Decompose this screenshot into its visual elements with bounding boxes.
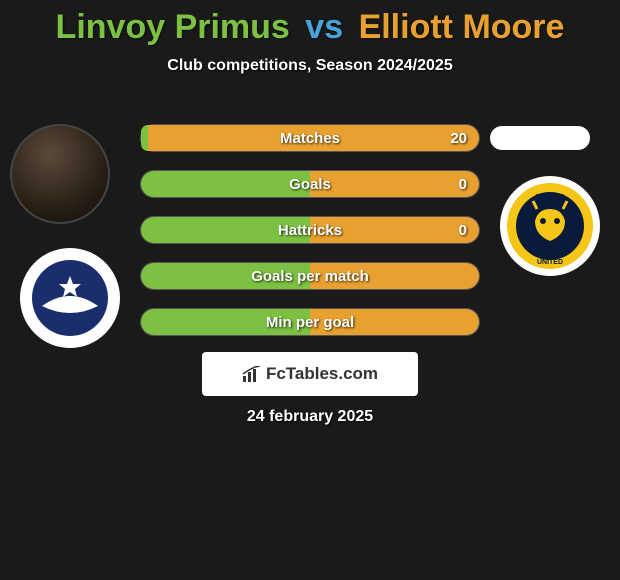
stat-label: Goals xyxy=(289,176,331,193)
comparison-title: Linvoy Primus vs Elliott Moore xyxy=(0,0,620,47)
report-date: 24 february 2025 xyxy=(0,408,620,426)
stat-value-right: 0 xyxy=(459,222,467,239)
stat-value-right: 0 xyxy=(459,176,467,193)
player1-photo xyxy=(10,124,110,224)
fctables-logo: FcTables.com xyxy=(202,352,418,396)
stat-fill-left xyxy=(141,171,310,197)
stat-bar-min-per-goal: Min per goal xyxy=(140,308,480,336)
player2-photo xyxy=(490,126,590,150)
stat-label: Min per goal xyxy=(266,314,354,331)
player1-name: Linvoy Primus xyxy=(56,8,290,46)
oxford-crest-icon: OXFORD UNITED xyxy=(505,181,595,271)
logo-text: FcTables.com xyxy=(266,364,378,384)
portsmouth-crest-icon xyxy=(30,258,110,338)
svg-text:OXFORD: OXFORD xyxy=(535,194,565,201)
stat-bar-goals: 0 Goals xyxy=(140,170,480,198)
stat-bar-goals-per-match: Goals per match xyxy=(140,262,480,290)
player2-club-crest: OXFORD UNITED xyxy=(500,176,600,276)
player1-club-crest xyxy=(20,248,120,348)
stats-container: 20 Matches 0 Goals 0 Hattricks Goals per match… xyxy=(140,124,480,354)
svg-text:UNITED: UNITED xyxy=(537,259,563,266)
stat-label: Goals per match xyxy=(251,268,369,285)
stat-fill-right xyxy=(310,171,479,197)
player2-name: Elliott Moore xyxy=(359,8,565,46)
stat-bar-matches: 20 Matches xyxy=(140,124,480,152)
chart-icon xyxy=(242,366,262,382)
stat-label: Matches xyxy=(280,130,340,147)
stat-fill-left xyxy=(141,125,148,151)
subtitle: Club competitions, Season 2024/2025 xyxy=(0,57,620,75)
stat-value-right: 20 xyxy=(450,130,467,147)
stat-bar-hattricks: 0 Hattricks xyxy=(140,216,480,244)
stat-label: Hattricks xyxy=(278,222,342,239)
vs-text: vs xyxy=(305,8,343,46)
